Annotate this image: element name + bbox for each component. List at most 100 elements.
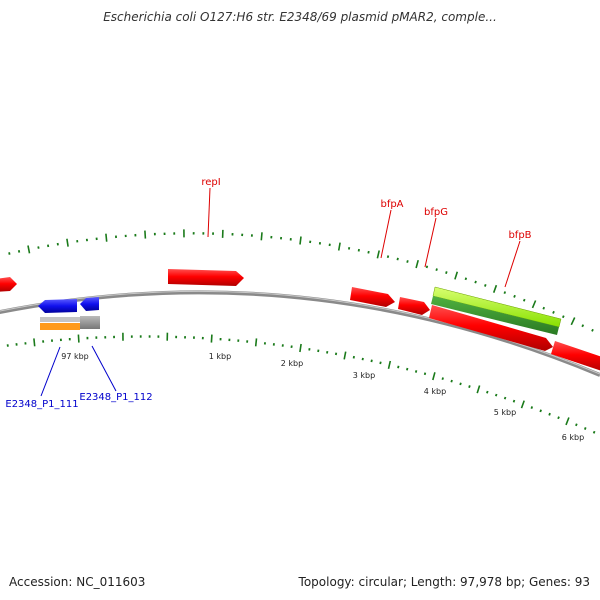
major-tick: [432, 372, 436, 381]
minor-tick: [361, 357, 364, 361]
minor-tick: [522, 298, 526, 302]
major-tick: [210, 334, 213, 343]
scale-label-1kbp: 1 kbp: [209, 352, 231, 361]
major-tick: [387, 360, 392, 369]
scale-label-2kbp: 2 kbp: [281, 359, 303, 368]
minor-tick: [486, 390, 489, 394]
gene-arrow-bfpA[interactable]: [350, 287, 395, 307]
major-tick: [299, 343, 302, 353]
plasmid-backbone: [0, 290, 600, 377]
major-tick: [105, 233, 108, 242]
minor-tick: [414, 370, 418, 373]
gene-label-bfpG[interactable]: bfpG: [424, 207, 448, 218]
inner-tick-ring: [6, 332, 596, 434]
scale-label-6kbp: 6 kbp: [562, 433, 584, 442]
major-tick: [299, 236, 302, 245]
major-tick: [66, 238, 69, 247]
minor-tick: [459, 382, 462, 386]
minor-tick: [441, 377, 444, 381]
accession-text: Accession: NC_011603: [9, 575, 146, 589]
gene-label-E2348_P1_112[interactable]: E2348_P1_112: [79, 392, 152, 403]
minor-tick: [592, 430, 596, 434]
minor-tick: [397, 365, 400, 369]
minor-tick: [548, 412, 551, 416]
summary-text: Topology: circular; Length: 97,978 bp; G…: [298, 575, 590, 589]
scale-label-3kbp: 3 kbp: [353, 371, 375, 380]
minor-tick: [512, 399, 516, 403]
gene-label-E2348_P1_111[interactable]: E2348_P1_111: [5, 399, 78, 410]
major-tick: [520, 400, 525, 409]
minor-tick: [406, 260, 409, 263]
label-line-E2348_P1_112: [91, 345, 117, 392]
minor-tick: [581, 324, 585, 328]
gene-arrow[interactable]: [551, 341, 600, 372]
major-tick: [337, 242, 341, 251]
minor-tick: [423, 372, 427, 376]
minor-tick: [379, 361, 382, 365]
minor-tick: [484, 284, 487, 287]
major-tick: [77, 334, 80, 343]
minor-tick: [583, 427, 587, 430]
minor-tick: [464, 277, 468, 281]
minor-tick: [367, 250, 370, 254]
major-tick: [476, 385, 481, 394]
gene-arrow-E2348_P1_112[interactable]: [80, 297, 99, 311]
gene-arrow[interactable]: [0, 277, 17, 292]
feature-bar-light-grey: [40, 317, 80, 322]
label-line-bfpB: [504, 240, 521, 288]
gene-arrow-repI[interactable]: [168, 269, 244, 286]
minor-tick: [503, 396, 507, 400]
minor-tick: [557, 416, 560, 420]
minor-tick: [334, 352, 338, 356]
minor-tick: [396, 257, 399, 261]
scale-label-4kbp: 4 kbp: [424, 387, 446, 396]
feature-bar-bfpB-dark[interactable]: [431, 296, 559, 335]
major-tick: [27, 245, 31, 254]
minor-tick: [591, 328, 594, 332]
major-tick: [415, 259, 419, 269]
minor-tick: [8, 252, 11, 255]
major-tick: [260, 232, 263, 241]
gene-arrow-bfpG[interactable]: [398, 297, 430, 315]
minor-tick: [542, 306, 546, 310]
minor-tick: [575, 423, 578, 427]
minor-tick: [17, 250, 21, 253]
major-tick: [531, 300, 537, 309]
label-line-bfpG: [424, 217, 437, 268]
major-tick: [570, 317, 576, 326]
minor-tick: [552, 310, 555, 314]
major-tick: [33, 338, 36, 347]
plasmid-backbone-highlight: [0, 290, 600, 375]
feature-bar-dark-grey: [80, 316, 100, 329]
major-tick: [343, 351, 347, 360]
minor-tick: [406, 367, 409, 371]
gene-arrow-E2348_P1_111[interactable]: [38, 299, 77, 313]
minor-tick: [435, 268, 438, 272]
outer-tick-ring: [8, 229, 594, 332]
major-tick: [565, 417, 570, 426]
minor-tick: [474, 280, 477, 284]
scale-label-97kbp: 97 kbp: [61, 352, 89, 361]
minor-tick: [425, 265, 429, 269]
minor-tick: [561, 315, 565, 319]
scale-label-5kbp: 5 kbp: [494, 408, 516, 417]
minor-tick: [513, 294, 516, 298]
major-tick: [144, 230, 147, 239]
gene-label-bfpA[interactable]: bfpA: [380, 199, 403, 210]
minor-tick: [386, 255, 390, 259]
gene-label-bfpB[interactable]: bfpB: [508, 230, 531, 241]
minor-tick: [352, 355, 355, 359]
feature-bar-orange: [40, 323, 80, 330]
minor-tick: [530, 406, 534, 409]
major-tick: [254, 338, 258, 347]
gene-label-repI[interactable]: repI: [201, 177, 220, 188]
label-line-repI: [207, 187, 211, 238]
minor-tick: [494, 393, 498, 397]
gene-arrow-bfpB[interactable]: [429, 305, 553, 351]
minor-tick: [503, 291, 507, 295]
label-line-bfpA: [380, 209, 392, 259]
minor-tick: [357, 248, 360, 252]
minor-tick: [370, 359, 373, 363]
